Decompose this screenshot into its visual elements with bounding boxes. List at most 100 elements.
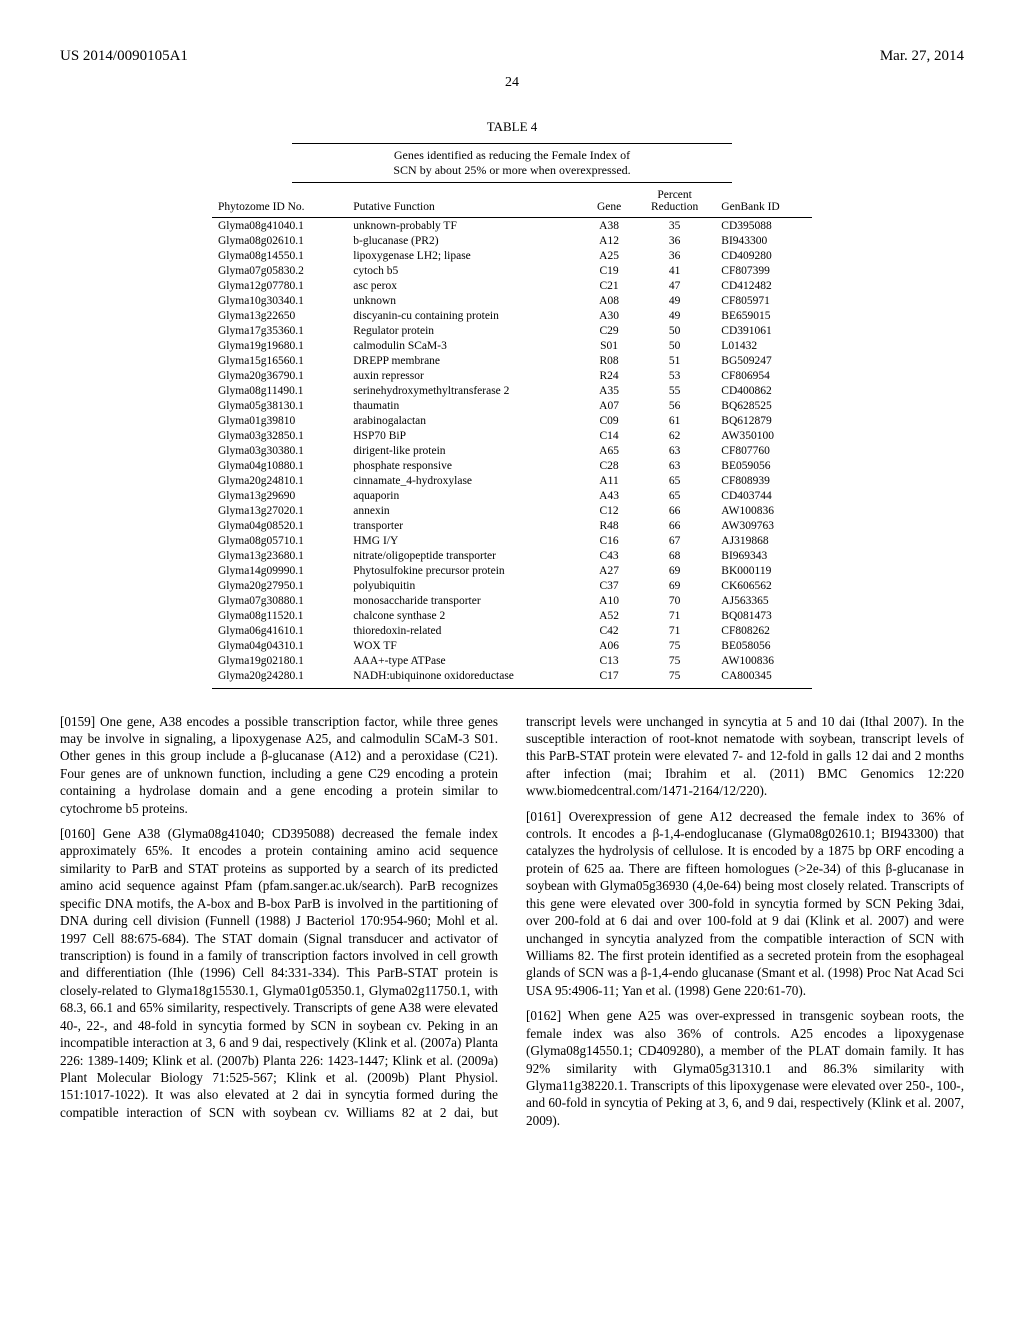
cell-gene: C43 xyxy=(584,548,634,563)
cell-gb: CF807760 xyxy=(715,443,812,458)
cell-id: Glyma13g29690 xyxy=(212,488,347,503)
cell-id: Glyma13g22650 xyxy=(212,308,347,323)
cell-fn: polyubiquitin xyxy=(347,578,584,593)
cell-pct: 53 xyxy=(634,368,715,383)
cell-gb: CF808262 xyxy=(715,623,812,638)
cell-fn: unknown-probably TF xyxy=(347,218,584,234)
cell-gene: C14 xyxy=(584,428,634,443)
cell-pct: 67 xyxy=(634,533,715,548)
cell-pct: 49 xyxy=(634,293,715,308)
cell-gene: A35 xyxy=(584,383,634,398)
header-left: US 2014/0090105A1 xyxy=(60,48,188,65)
cell-pct: 36 xyxy=(634,233,715,248)
table-row: Glyma08g11490.1serinehydroxymethyltransf… xyxy=(212,383,812,398)
table-row: Glyma20g24810.1cinnamate_4-hydroxylaseA1… xyxy=(212,473,812,488)
cell-gene: C09 xyxy=(584,413,634,428)
cell-pct: 50 xyxy=(634,323,715,338)
cell-fn: annexin xyxy=(347,503,584,518)
cell-fn: unknown xyxy=(347,293,584,308)
cell-fn: calmodulin SCaM-3 xyxy=(347,338,584,353)
cell-pct: 63 xyxy=(634,443,715,458)
para-0159: [0159] One gene, A38 encodes a possible … xyxy=(60,713,498,818)
table-row: Glyma13g29690aquaporinA4365CD403744 xyxy=(212,488,812,503)
cell-pct: 68 xyxy=(634,548,715,563)
cell-pct: 61 xyxy=(634,413,715,428)
cell-gb: BI943300 xyxy=(715,233,812,248)
cell-fn: nitrate/oligopeptide transporter xyxy=(347,548,584,563)
cell-gene: S01 xyxy=(584,338,634,353)
cell-pct: 69 xyxy=(634,563,715,578)
cell-fn: transporter xyxy=(347,518,584,533)
table-subtitle: Genes identified as reducing the Female … xyxy=(292,143,732,183)
cell-gene: A07 xyxy=(584,398,634,413)
cell-id: Glyma15g16560.1 xyxy=(212,353,347,368)
cell-pct: 49 xyxy=(634,308,715,323)
cell-gb: AW309763 xyxy=(715,518,812,533)
cell-id: Glyma08g11520.1 xyxy=(212,608,347,623)
table-row: Glyma08g11520.1chalcone synthase 2A5271B… xyxy=(212,608,812,623)
cell-gb: CA800345 xyxy=(715,668,812,688)
cell-id: Glyma19g02180.1 xyxy=(212,653,347,668)
page-number: 24 xyxy=(60,75,964,91)
cell-gene: R24 xyxy=(584,368,634,383)
cell-pct: 65 xyxy=(634,473,715,488)
cell-fn: auxin repressor xyxy=(347,368,584,383)
cell-fn: dirigent-like protein xyxy=(347,443,584,458)
table-row: Glyma07g05830.2cytoch b5C1941CF807399 xyxy=(212,263,812,278)
cell-fn: cytoch b5 xyxy=(347,263,584,278)
cell-fn: phosphate responsive xyxy=(347,458,584,473)
cell-gb: CD403744 xyxy=(715,488,812,503)
table-row: Glyma13g27020.1annexinC1266AW100836 xyxy=(212,503,812,518)
cell-id: Glyma08g02610.1 xyxy=(212,233,347,248)
cell-gb: CD400862 xyxy=(715,383,812,398)
cell-id: Glyma08g05710.1 xyxy=(212,533,347,548)
cell-id: Glyma06g41610.1 xyxy=(212,623,347,638)
cell-gb: BQ628525 xyxy=(715,398,812,413)
cell-id: Glyma04g04310.1 xyxy=(212,638,347,653)
cell-gb: AJ563365 xyxy=(715,593,812,608)
cell-pct: 71 xyxy=(634,623,715,638)
cell-pct: 71 xyxy=(634,608,715,623)
cell-pct: 75 xyxy=(634,668,715,688)
cell-fn: monosaccharide transporter xyxy=(347,593,584,608)
cell-gene: A12 xyxy=(584,233,634,248)
table-row: Glyma10g30340.1unknownA0849CF805971 xyxy=(212,293,812,308)
cell-fn: chalcone synthase 2 xyxy=(347,608,584,623)
para-0162: [0162] When gene A25 was over-expressed … xyxy=(526,1007,964,1129)
cell-gb: CK606562 xyxy=(715,578,812,593)
cell-id: Glyma01g39810 xyxy=(212,413,347,428)
cell-gene: A52 xyxy=(584,608,634,623)
cell-fn: asc perox xyxy=(347,278,584,293)
cell-gene: C13 xyxy=(584,653,634,668)
cell-id: Glyma07g30880.1 xyxy=(212,593,347,608)
table-4: TABLE 4 Genes identified as reducing the… xyxy=(212,119,812,689)
cell-id: Glyma04g10880.1 xyxy=(212,458,347,473)
cell-pct: 66 xyxy=(634,503,715,518)
table-row: Glyma04g04310.1WOX TFA0675BE058056 xyxy=(212,638,812,653)
cell-pct: 35 xyxy=(634,218,715,234)
table-row: Glyma01g39810arabinogalactanC0961BQ61287… xyxy=(212,413,812,428)
cell-pct: 75 xyxy=(634,638,715,653)
cell-pct: 50 xyxy=(634,338,715,353)
cell-fn: discyanin-cu containing protein xyxy=(347,308,584,323)
cell-fn: aquaporin xyxy=(347,488,584,503)
cell-pct: 55 xyxy=(634,383,715,398)
cell-id: Glyma03g30380.1 xyxy=(212,443,347,458)
cell-id: Glyma05g38130.1 xyxy=(212,398,347,413)
col-function: Putative Function xyxy=(347,183,584,218)
page-header: US 2014/0090105A1 Mar. 27, 2014 xyxy=(60,48,964,65)
cell-gene: A08 xyxy=(584,293,634,308)
cell-id: Glyma03g32850.1 xyxy=(212,428,347,443)
table-row: Glyma03g30380.1dirigent-like proteinA656… xyxy=(212,443,812,458)
cell-gb: BE058056 xyxy=(715,638,812,653)
table-row: Glyma19g19680.1calmodulin SCaM-3S0150L01… xyxy=(212,338,812,353)
cell-id: Glyma12g07780.1 xyxy=(212,278,347,293)
cell-id: Glyma07g05830.2 xyxy=(212,263,347,278)
cell-pct: 62 xyxy=(634,428,715,443)
cell-fn: thioredoxin-related xyxy=(347,623,584,638)
table-row: Glyma13g23680.1nitrate/oligopeptide tran… xyxy=(212,548,812,563)
cell-fn: lipoxygenase LH2; lipase xyxy=(347,248,584,263)
cell-gb: CD395088 xyxy=(715,218,812,234)
cell-pct: 70 xyxy=(634,593,715,608)
cell-gene: A43 xyxy=(584,488,634,503)
